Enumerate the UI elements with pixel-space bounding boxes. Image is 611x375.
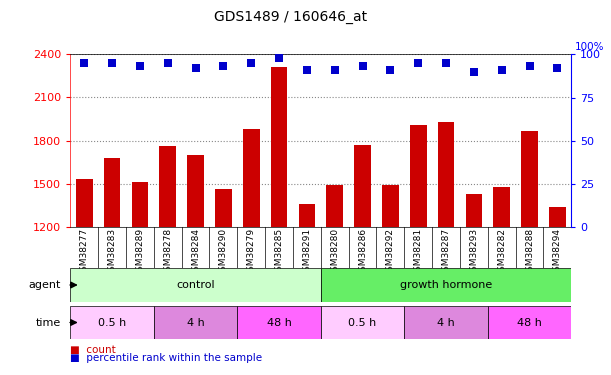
Text: 100%: 100% xyxy=(574,42,604,52)
Text: ■  percentile rank within the sample: ■ percentile rank within the sample xyxy=(70,353,262,363)
Bar xyxy=(159,146,176,227)
Bar xyxy=(131,182,148,227)
Bar xyxy=(215,189,232,227)
Point xyxy=(552,65,562,71)
Text: time: time xyxy=(36,318,61,327)
Point xyxy=(79,60,89,66)
Bar xyxy=(271,67,287,227)
Text: 4 h: 4 h xyxy=(437,318,455,327)
Bar xyxy=(521,130,538,227)
Text: ■  count: ■ count xyxy=(70,345,116,355)
Bar xyxy=(70,268,321,302)
Point xyxy=(330,67,340,73)
Text: 48 h: 48 h xyxy=(266,318,291,327)
Point xyxy=(219,63,229,69)
Bar xyxy=(410,125,426,227)
Point xyxy=(497,67,507,73)
Bar xyxy=(404,306,488,339)
Text: control: control xyxy=(176,280,215,290)
Point xyxy=(441,60,451,66)
Bar xyxy=(76,179,92,227)
Bar xyxy=(321,268,571,302)
Point xyxy=(274,55,284,61)
Point xyxy=(107,60,117,66)
Bar xyxy=(104,158,120,227)
Text: 48 h: 48 h xyxy=(517,318,542,327)
Bar xyxy=(154,306,237,339)
Point xyxy=(135,63,145,69)
Text: agent: agent xyxy=(29,280,61,290)
Bar xyxy=(354,145,371,227)
Point xyxy=(357,63,367,69)
Bar xyxy=(549,207,566,227)
Point xyxy=(386,67,395,73)
Bar xyxy=(488,306,571,339)
Point xyxy=(302,67,312,73)
Point xyxy=(163,60,172,66)
Bar xyxy=(493,187,510,227)
Bar xyxy=(187,155,204,227)
Bar xyxy=(299,204,315,227)
Bar xyxy=(70,306,154,339)
Point xyxy=(525,63,535,69)
Point xyxy=(413,60,423,66)
Text: 4 h: 4 h xyxy=(186,318,205,327)
Text: 0.5 h: 0.5 h xyxy=(98,318,126,327)
Text: growth hormone: growth hormone xyxy=(400,280,492,290)
Bar xyxy=(326,185,343,227)
Bar xyxy=(382,185,399,227)
Bar xyxy=(321,306,404,339)
Point xyxy=(191,65,200,71)
Bar xyxy=(437,122,455,227)
Point xyxy=(246,60,256,66)
Bar xyxy=(237,306,321,339)
Point xyxy=(469,69,479,75)
Bar xyxy=(466,194,482,227)
Text: GDS1489 / 160646_at: GDS1489 / 160646_at xyxy=(214,10,367,24)
Text: 0.5 h: 0.5 h xyxy=(348,318,376,327)
Bar xyxy=(243,129,260,227)
